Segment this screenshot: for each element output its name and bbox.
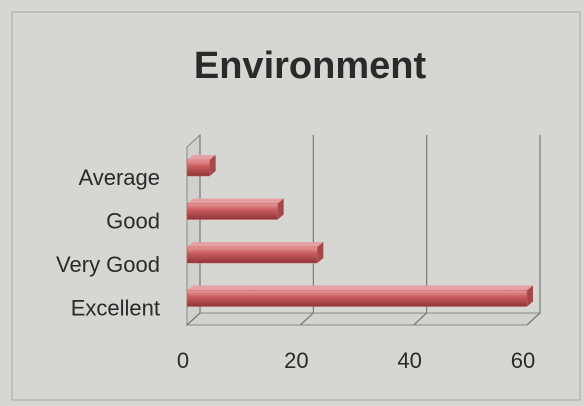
bar-face [186, 203, 278, 220]
x-tick-label: 40 [397, 348, 421, 373]
floor [185, 312, 542, 326]
y-tick-label: Average [78, 165, 160, 190]
bar-top [187, 242, 324, 247]
bar [186, 285, 533, 307]
bar-face [186, 290, 528, 307]
bar [186, 242, 324, 264]
y-tick-label: Good [106, 208, 160, 233]
grid-line [299, 135, 314, 326]
x-tick-label: 20 [284, 348, 308, 373]
bar-top [187, 285, 533, 291]
bar-top [187, 198, 284, 204]
bar-end [317, 242, 324, 263]
bar-face [186, 246, 318, 264]
grid-line [413, 135, 428, 326]
bar-end [527, 285, 533, 307]
bar-end [209, 155, 216, 176]
grid-line [526, 135, 541, 326]
y-tick-label: Excellent [71, 295, 160, 320]
bar-end [277, 198, 284, 220]
bar [186, 155, 216, 177]
bar-top [187, 155, 216, 160]
x-tick-label: 0 [177, 348, 189, 373]
y-tick-label: Very Good [56, 252, 160, 277]
grid-line [186, 135, 201, 326]
slide-border [11, 11, 581, 401]
bar-face [186, 159, 210, 177]
bar [186, 198, 284, 220]
x-tick-label: 60 [511, 348, 535, 373]
chart-title: Environment [194, 45, 427, 87]
